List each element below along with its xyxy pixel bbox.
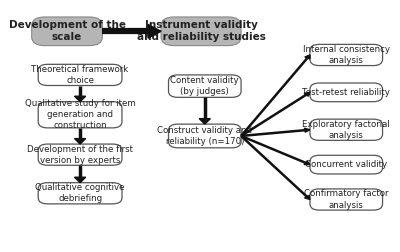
Polygon shape: [305, 55, 310, 59]
Text: Internal consistency
analysis: Internal consistency analysis: [303, 45, 390, 65]
FancyBboxPatch shape: [38, 64, 122, 85]
Text: Confirmatory factor
analysis: Confirmatory factor analysis: [304, 190, 388, 210]
FancyBboxPatch shape: [310, 44, 382, 66]
Polygon shape: [304, 92, 310, 96]
FancyBboxPatch shape: [38, 144, 122, 165]
Text: Construct validity and
reliability (n=170): Construct validity and reliability (n=17…: [157, 126, 252, 146]
FancyBboxPatch shape: [168, 75, 241, 97]
Text: Exploratory factorial
analysis: Exploratory factorial analysis: [302, 120, 390, 140]
Text: Development of the first
version by experts: Development of the first version by expe…: [27, 145, 133, 165]
FancyBboxPatch shape: [32, 17, 102, 46]
Polygon shape: [148, 24, 161, 38]
FancyBboxPatch shape: [38, 102, 122, 128]
Text: Instrument validity
and reliability studies: Instrument validity and reliability stud…: [137, 20, 266, 43]
FancyBboxPatch shape: [161, 17, 241, 46]
Polygon shape: [304, 128, 310, 132]
Polygon shape: [74, 96, 86, 102]
FancyBboxPatch shape: [310, 83, 382, 102]
Text: Test-retest reliability: Test-retest reliability: [302, 88, 390, 97]
Text: Concurrent validity: Concurrent validity: [305, 160, 387, 169]
Text: Theoretical framework
choice: Theoretical framework choice: [32, 65, 129, 85]
Polygon shape: [74, 177, 86, 183]
Polygon shape: [304, 196, 310, 200]
Text: Qualitative study for item
generation and
construction: Qualitative study for item generation an…: [25, 99, 136, 130]
Text: Content validity
(by judges): Content validity (by judges): [170, 76, 239, 96]
FancyBboxPatch shape: [310, 189, 382, 210]
FancyBboxPatch shape: [38, 183, 122, 204]
FancyBboxPatch shape: [310, 119, 382, 140]
Polygon shape: [199, 119, 210, 124]
FancyBboxPatch shape: [310, 155, 382, 174]
Text: Development of the
scale: Development of the scale: [8, 20, 126, 43]
FancyBboxPatch shape: [168, 124, 241, 148]
Polygon shape: [304, 161, 310, 165]
Text: Qualitative cognitive
debriefing: Qualitative cognitive debriefing: [35, 183, 125, 203]
Polygon shape: [74, 139, 86, 144]
